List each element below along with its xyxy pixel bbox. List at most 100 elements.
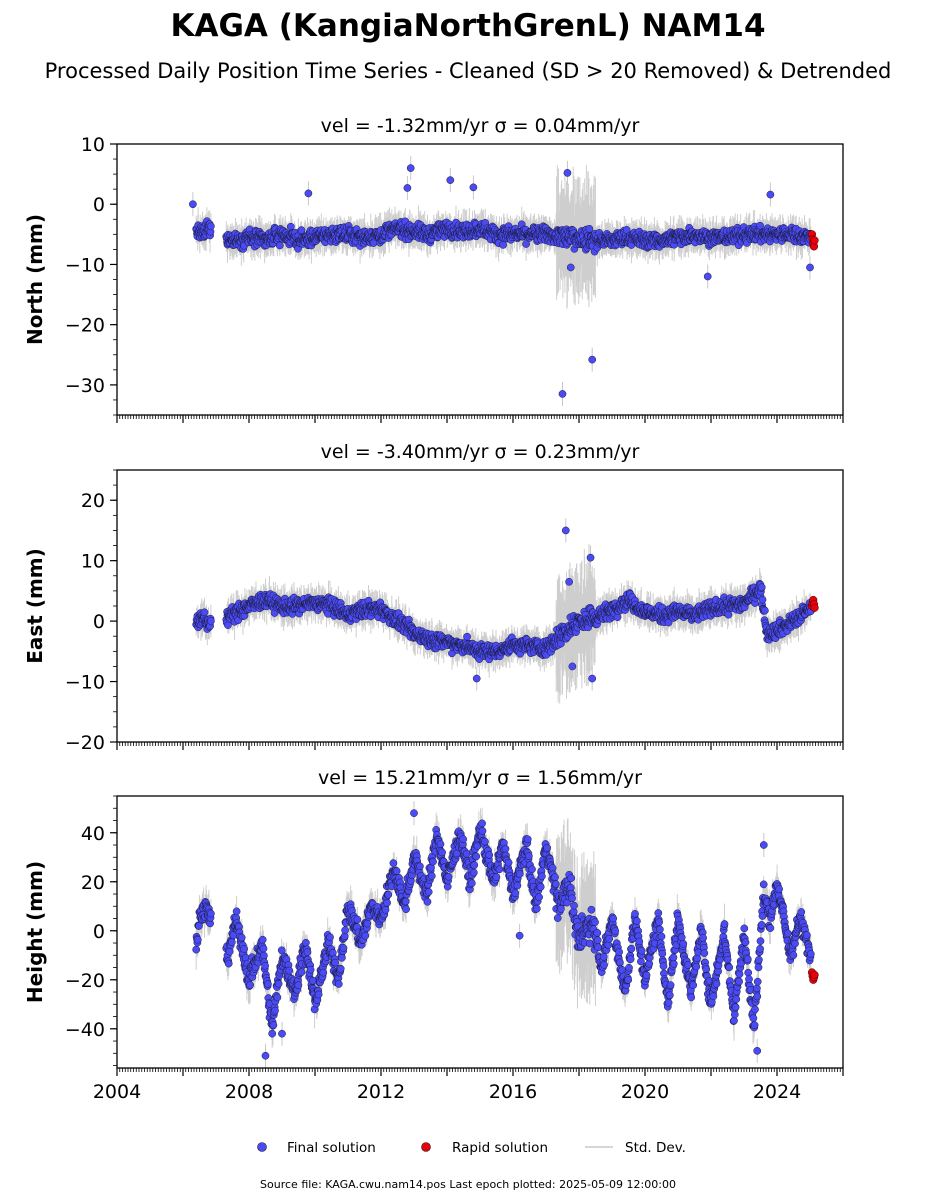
final-point xyxy=(704,273,711,280)
final-point xyxy=(304,949,311,956)
panel-north: 10 0 −10 −20 −30 vel = -1.32mm/yr σ = 0.04mm/… xyxy=(23,115,843,423)
final-point xyxy=(428,872,435,879)
final-point xyxy=(382,906,389,913)
final-point xyxy=(700,934,707,941)
final-point xyxy=(616,948,623,955)
y-tick-label: −20 xyxy=(65,315,105,337)
final-point xyxy=(570,902,577,909)
final-point xyxy=(201,609,208,616)
final-point xyxy=(665,999,672,1006)
rapid-point xyxy=(811,237,819,245)
final-point xyxy=(656,926,663,933)
final-point xyxy=(337,965,344,972)
final-point xyxy=(562,527,569,534)
final-point xyxy=(594,937,601,944)
final-point xyxy=(514,882,521,889)
final-point xyxy=(445,873,452,880)
final-point xyxy=(335,980,342,987)
final-point xyxy=(207,910,214,917)
final-point xyxy=(276,242,283,249)
final-point xyxy=(586,225,593,232)
final-point xyxy=(364,920,371,927)
final-point xyxy=(759,596,766,603)
final-point xyxy=(713,980,720,987)
final-point xyxy=(528,866,535,873)
final-point xyxy=(525,853,532,860)
final-point xyxy=(637,958,644,965)
final-point xyxy=(241,945,248,952)
final-point xyxy=(479,827,486,834)
chart-title: KAGA (KangiaNorthGrenL) NAM14 xyxy=(170,8,765,44)
final-point xyxy=(512,890,519,897)
y-tick-label: 10 xyxy=(81,551,105,573)
final-point xyxy=(557,905,564,912)
final-point xyxy=(655,909,662,916)
y-tick-label: −20 xyxy=(65,732,105,754)
final-point xyxy=(505,859,512,866)
final-point xyxy=(437,841,444,848)
final-point xyxy=(625,976,632,983)
y-tick-label: −10 xyxy=(65,672,105,694)
rapid-point xyxy=(811,604,819,612)
final-point xyxy=(586,940,593,947)
final-point xyxy=(667,982,674,989)
final-point xyxy=(595,944,602,951)
final-point xyxy=(439,849,446,856)
final-point xyxy=(659,950,666,957)
y-tick-label: −30 xyxy=(65,375,105,397)
final-point xyxy=(601,961,608,968)
final-point xyxy=(559,390,566,397)
final-point xyxy=(589,675,596,682)
final-point xyxy=(701,950,708,957)
final-point xyxy=(269,1030,276,1037)
final-point xyxy=(537,883,544,890)
final-point xyxy=(486,851,493,858)
subplot-title: vel = -3.40mm/yr σ = 0.23mm/yr xyxy=(321,441,640,463)
final-point xyxy=(403,906,410,913)
final-point xyxy=(464,633,471,640)
final-point xyxy=(658,933,665,940)
final-point xyxy=(275,980,282,987)
final-point xyxy=(326,934,333,941)
panel-east-data xyxy=(193,518,819,703)
final-point xyxy=(460,836,467,843)
final-point xyxy=(259,936,266,943)
final-point xyxy=(758,584,765,591)
final-point xyxy=(407,164,414,171)
final-point xyxy=(340,944,347,951)
final-point xyxy=(295,982,302,989)
final-point xyxy=(725,611,732,618)
final-point xyxy=(587,554,594,561)
final-point xyxy=(302,939,309,946)
y-tick-label: 10 xyxy=(81,134,105,156)
final-point xyxy=(468,880,475,887)
final-point xyxy=(228,939,235,946)
final-point xyxy=(638,947,645,954)
final-point xyxy=(226,948,233,955)
final-point xyxy=(305,190,312,197)
final-point xyxy=(806,264,813,271)
y-axis-label: East (mm) xyxy=(23,548,47,664)
final-point xyxy=(660,963,667,970)
final-point xyxy=(207,617,214,624)
final-point xyxy=(568,875,575,882)
final-point xyxy=(678,934,685,941)
final-point xyxy=(402,898,409,905)
final-point xyxy=(628,945,635,952)
final-point xyxy=(684,961,691,968)
final-point xyxy=(384,899,391,906)
final-point xyxy=(470,869,477,876)
final-point xyxy=(473,675,480,682)
final-point xyxy=(616,959,623,966)
final-point xyxy=(524,836,531,843)
final-point xyxy=(270,1022,277,1029)
chart-subtitle: Processed Daily Position Time Series - C… xyxy=(45,59,892,83)
final-point xyxy=(554,915,561,922)
panel-east: 20100−10−20vel = -3.40mm/yr σ = 0.23mm/y… xyxy=(23,441,843,754)
final-point xyxy=(761,607,768,614)
final-point xyxy=(390,860,397,867)
chart: KAGA (KangiaNorthGrenL) NAM14 Processed … xyxy=(0,0,937,1200)
final-point xyxy=(247,981,254,988)
final-point xyxy=(710,993,717,1000)
final-point xyxy=(643,972,650,979)
